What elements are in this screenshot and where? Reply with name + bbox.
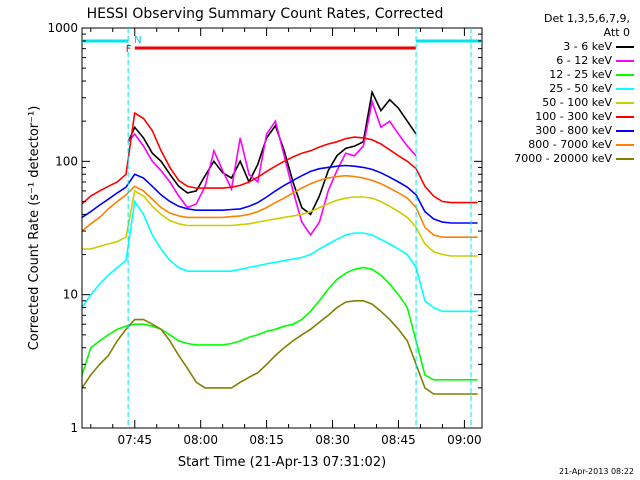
y-tick-label-1: 10 — [63, 288, 78, 302]
night-flag-label: N — [134, 35, 141, 46]
x-tick-label-1: 08:00 — [183, 433, 218, 447]
legend-swatch-6 — [616, 130, 634, 132]
y-axis-label: Corrected Count Rate (s⁻¹ detector⁻¹) — [27, 106, 42, 351]
legend-swatch-4 — [616, 102, 634, 104]
legend-header-attenuator: Att 0 — [603, 26, 630, 39]
series-line-5 — [81, 111, 478, 205]
legend-label-0: 3 - 6 keV — [563, 40, 612, 53]
series-line-3 — [81, 199, 478, 313]
legend-swatch-3 — [616, 88, 634, 90]
legend-label-2: 12 - 25 keV — [549, 68, 612, 81]
chart-title: HESSI Observing Summary Count Rates, Cor… — [87, 6, 444, 22]
flare-flag-label: F — [126, 44, 132, 55]
legend-swatch-5 — [616, 116, 634, 118]
legend-item-5: 100 - 300 keV — [496, 110, 634, 124]
y-tick-label-0: 1 — [70, 421, 78, 435]
legend-header: Det 1,3,5,6,7,9, Att 0 — [496, 12, 634, 40]
x-tick-label-0: 07:45 — [117, 433, 152, 447]
series-line-6 — [81, 164, 478, 224]
series-line-1 — [127, 98, 417, 237]
legend-label-5: 100 - 300 keV — [535, 110, 612, 123]
legend-item-2: 12 - 25 keV — [496, 68, 634, 82]
legend-item-1: 6 - 12 keV — [496, 54, 634, 68]
legend-item-8: 7000 - 20000 keV — [496, 152, 634, 166]
legend-label-3: 25 - 50 keV — [549, 82, 612, 95]
x-tick-label-5: 09:00 — [447, 433, 482, 447]
legend: Det 1,3,5,6,7,9, Att 0 3 - 6 keV 6 - 12 k… — [496, 12, 634, 166]
legend-label-8: 7000 - 20000 keV — [514, 152, 612, 165]
plot-timestamp: 21-Apr-2013 08:22 — [558, 467, 634, 476]
legend-swatch-7 — [616, 144, 634, 146]
legend-item-6: 300 - 800 keV — [496, 124, 634, 138]
series-line-7 — [81, 174, 478, 238]
legend-item-0: 3 - 6 keV — [496, 40, 634, 54]
legend-swatch-0 — [616, 46, 634, 48]
series-line-0 — [127, 89, 417, 216]
legend-label-7: 800 - 7000 keV — [528, 138, 612, 151]
legend-item-4: 50 - 100 keV — [496, 96, 634, 110]
legend-label-6: 300 - 800 keV — [535, 124, 612, 137]
legend-swatch-1 — [616, 60, 634, 62]
legend-swatch-8 — [616, 158, 634, 160]
legend-label-4: 50 - 100 keV — [542, 96, 612, 109]
legend-item-7: 800 - 7000 keV — [496, 138, 634, 152]
series-line-8 — [81, 299, 478, 395]
x-tick-label-3: 08:30 — [315, 433, 350, 447]
legend-item-3: 25 - 50 keV — [496, 82, 634, 96]
legend-label-1: 6 - 12 keV — [556, 54, 612, 67]
x-tick-label-4: 08:45 — [381, 433, 416, 447]
x-tick-label-2: 08:15 — [249, 433, 284, 447]
y-tick-label-3: 1000 — [47, 21, 78, 35]
series-line-4 — [82, 189, 478, 257]
x-axis-label: Start Time (21-Apr-13 07:31:02) — [178, 455, 386, 470]
legend-swatch-2 — [616, 74, 634, 76]
legend-header-detectors: Det 1,3,5,6,7,9, — [543, 12, 630, 25]
plot-frame — [81, 27, 483, 429]
series-line-2 — [81, 266, 478, 381]
y-tick-label-2: 100 — [55, 154, 78, 168]
